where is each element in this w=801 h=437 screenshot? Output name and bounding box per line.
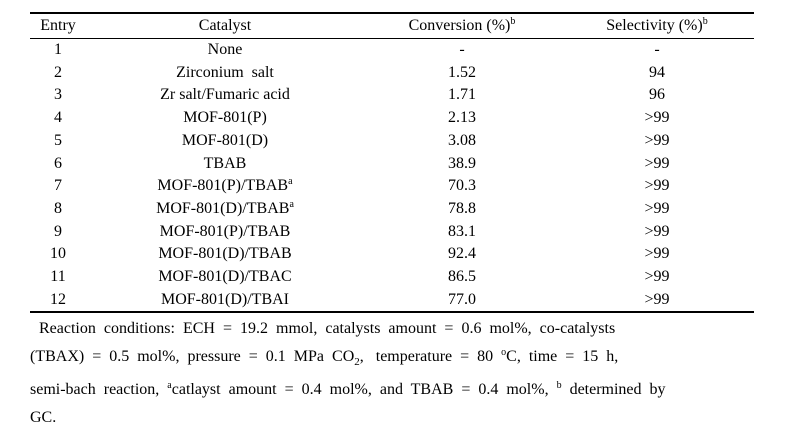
table-header-row: Entry Catalyst Conversion (%)b Selectivi… — [30, 13, 754, 39]
cell-selectivity: - — [654, 41, 660, 58]
footnote-line: GC. — [30, 409, 57, 427]
cell-entry: 7 — [54, 177, 62, 195]
cell-entry: 3 — [54, 86, 62, 104]
degree-mark: o — [501, 347, 507, 358]
header-selectivity: Selectivity (%)b — [606, 16, 708, 35]
cell-conversion: 77.0 — [448, 290, 476, 308]
table-row: 1 None - - — [30, 39, 754, 62]
cell-conversion: 1.71 — [448, 86, 476, 104]
cell-entry: 9 — [54, 222, 62, 240]
cell-conversion: 83.1 — [448, 222, 476, 240]
table-body: 1 None - - 2 Zirconium salt 1.52 94 3 Zr… — [30, 39, 754, 313]
cell-catalyst: TBAB — [203, 154, 247, 172]
cell-conversion: 86.5 — [448, 268, 476, 286]
table-row: 9 MOF-801(P)/TBAB 83.1 >99 — [30, 221, 754, 244]
cell-selectivity: >99 — [644, 268, 670, 286]
header-catalyst: Catalyst — [198, 17, 252, 34]
footnote-line: semi-bach reaction, acatlayst amount = 0… — [30, 380, 666, 399]
cell-catalyst: MOF-801(D)/TBAB — [158, 245, 292, 263]
cell-catalyst: None — [207, 41, 243, 58]
footnote-mark-a: a — [167, 380, 172, 392]
cell-selectivity: >99 — [644, 131, 670, 149]
table-row: 3 Zr salt/Fumaric acid 1.71 96 — [30, 84, 754, 107]
catalyst-footnote-mark: a — [289, 198, 294, 210]
table-row: 12 MOF-801(D)/TBAI 77.0 >99 — [30, 289, 754, 313]
table-row: 8 MOF-801(D)/TBABa 78.8 >99 — [30, 198, 754, 221]
cell-entry: 10 — [50, 245, 66, 263]
cell-catalyst: MOF-801(D)/TBABa — [156, 198, 294, 217]
table-row: 5 MOF-801(D) 3.08 >99 — [30, 130, 754, 153]
results-table-container: Entry Catalyst Conversion (%)b Selectivi… — [30, 12, 754, 313]
table-row: 6 TBAB 38.9 >99 — [30, 153, 754, 176]
cell-selectivity: >99 — [644, 177, 670, 195]
cell-catalyst: MOF-801(D)/TBAI — [161, 290, 289, 308]
table-row: 2 Zirconium salt 1.52 94 — [30, 62, 754, 85]
footnote-mark-b: b — [556, 380, 562, 392]
footnote-line: Reaction conditions: ECH = 19.2 mmol, ca… — [39, 320, 616, 337]
results-table: Entry Catalyst Conversion (%)b Selectivi… — [30, 12, 754, 313]
table-row: 4 MOF-801(P) 2.13 >99 — [30, 107, 754, 130]
cell-catalyst: Zr salt/Fumaric acid — [160, 86, 290, 104]
cell-catalyst: MOF-801(P) — [183, 109, 267, 127]
cell-catalyst: MOF-801(P)/TBAB — [159, 222, 291, 240]
cell-entry: 11 — [50, 268, 66, 286]
header-conversion: Conversion (%)b — [408, 16, 516, 35]
cell-conversion: 70.3 — [448, 177, 476, 195]
cell-conversion: 38.9 — [448, 154, 476, 172]
cell-selectivity: 94 — [649, 63, 665, 81]
co2-subscript: 2 — [354, 356, 360, 369]
cell-selectivity: 96 — [649, 86, 665, 104]
cell-conversion: 3.08 — [448, 131, 476, 149]
header-conversion-footnote-mark: b — [510, 16, 516, 27]
catalyst-footnote-mark: a — [288, 176, 293, 188]
table-row: 10 MOF-801(D)/TBAB 92.4 >99 — [30, 243, 754, 266]
cell-selectivity: >99 — [644, 154, 670, 172]
cell-entry: 12 — [50, 290, 66, 308]
cell-selectivity: >99 — [644, 109, 670, 127]
header-selectivity-footnote-mark: b — [702, 16, 708, 27]
cell-conversion: 78.8 — [448, 199, 476, 217]
cell-selectivity: >99 — [644, 245, 670, 263]
cell-entry: 6 — [54, 154, 62, 172]
cell-entry: 2 — [54, 63, 62, 81]
cell-entry: 5 — [54, 131, 62, 149]
table-row: 7 MOF-801(P)/TBABa 70.3 >99 — [30, 175, 754, 198]
cell-entry: 8 — [54, 199, 62, 217]
table-footnote: Reaction conditions: ECH = 19.2 mmol, ca… — [30, 315, 767, 432]
cell-selectivity: >99 — [644, 199, 670, 217]
cell-catalyst: MOF-801(D) — [181, 131, 269, 149]
cell-entry: 4 — [54, 109, 62, 127]
cell-conversion: 1.52 — [448, 63, 476, 81]
cell-conversion: - — [459, 41, 465, 58]
table-row: 11 MOF-801(D)/TBAC 86.5 >99 — [30, 266, 754, 289]
cell-selectivity: >99 — [644, 290, 670, 308]
cell-conversion: 2.13 — [448, 109, 476, 127]
cell-conversion: 92.4 — [448, 245, 476, 263]
footnote-line: (TBAX) = 0.5 mol%, pressure = 0.1 MPa CO… — [30, 347, 619, 369]
cell-selectivity: >99 — [644, 222, 670, 240]
header-entry: Entry — [40, 17, 76, 34]
cell-catalyst: MOF-801(D)/TBAC — [158, 268, 292, 286]
cell-catalyst: Zirconium salt — [176, 63, 274, 81]
cell-entry: 1 — [54, 41, 62, 58]
cell-catalyst: MOF-801(P)/TBABa — [157, 176, 293, 195]
